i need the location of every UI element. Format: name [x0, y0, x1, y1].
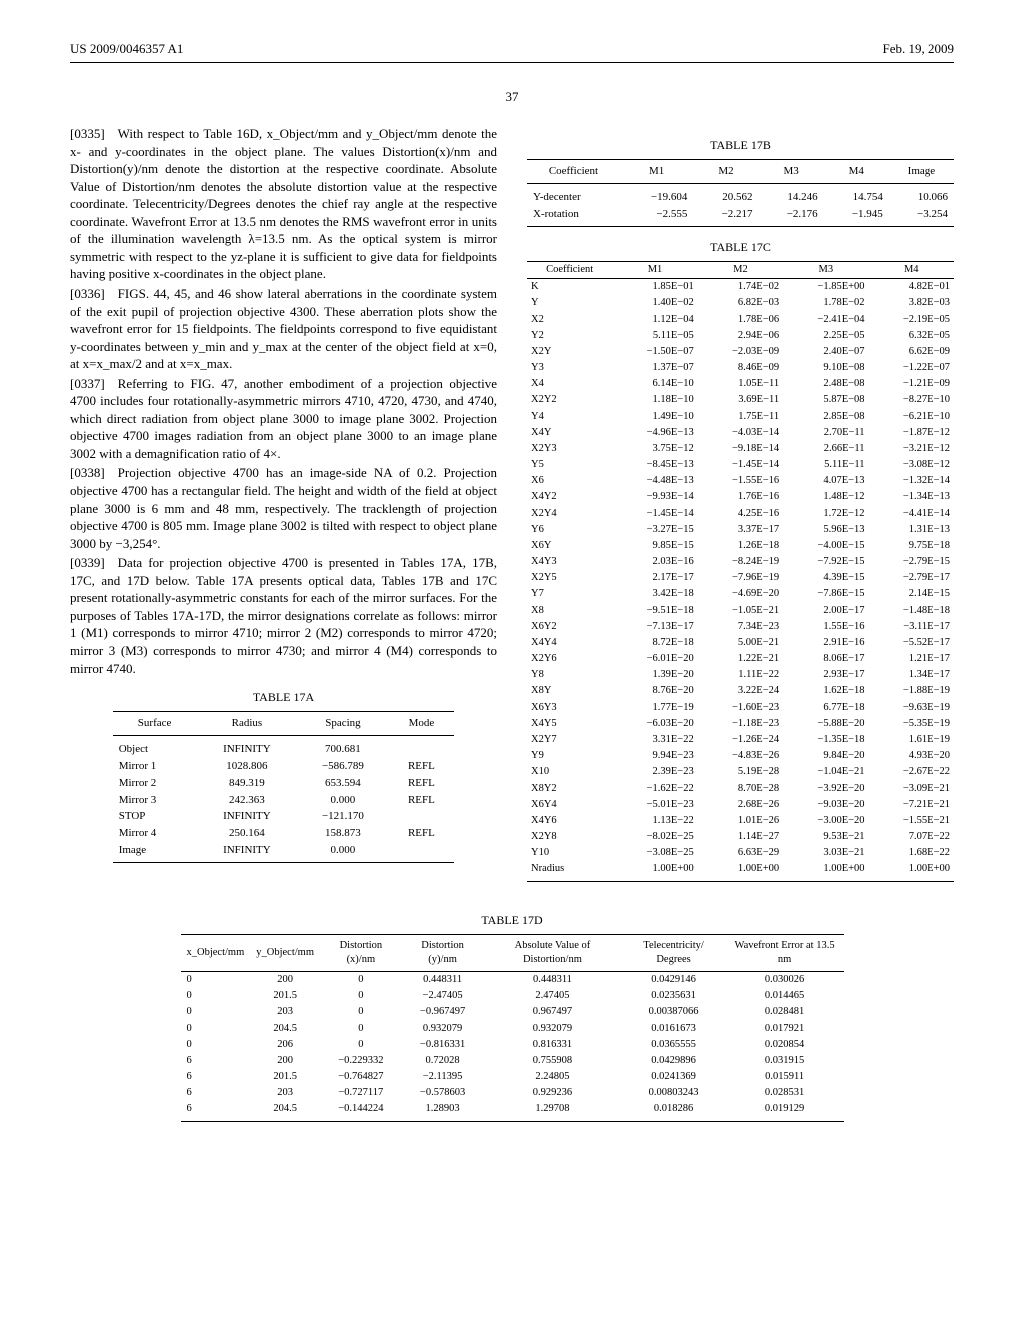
table-row: X4Y48.72E−185.00E−212.91E−16−5.52E−17	[527, 635, 954, 651]
paragraph-0336: [0336] FIGS. 44, 45, and 46 show lateral…	[70, 285, 497, 373]
table-header: y_Object/mm	[250, 934, 320, 971]
table-row: 6201.5−0.764827−2.113952.248050.02413690…	[181, 1069, 844, 1085]
table-row: X4Y−4.96E−13−4.03E−142.70E−11−1.87E−12	[527, 425, 954, 441]
table-row: 02030−0.9674970.9674970.003870660.028481	[181, 1004, 844, 1020]
table-17a-title: TABLE 17A	[70, 689, 497, 705]
table-header: Distortion (y)/nm	[402, 934, 484, 971]
table-row: X2Y8−8.02E−251.14E−279.53E−217.07E−22	[527, 829, 954, 845]
table-header: Coefficient	[527, 160, 620, 184]
table-row: X2Y73.31E−22−1.26E−24−1.35E−181.61E−19	[527, 732, 954, 748]
table-row: Y73.42E−18−4.69E−20−7.86E−152.14E−15	[527, 586, 954, 602]
table-row: 6203−0.727117−0.5786030.9292360.00803243…	[181, 1085, 844, 1101]
table-row: Mirror 11028.806−586.789REFL	[113, 758, 455, 775]
table-17d-title: TABLE 17D	[70, 912, 954, 928]
table-row: X8−9.51E−18−1.05E−212.00E−17−1.48E−18	[527, 603, 954, 619]
table-row: Y25.11E−052.94E−062.25E−056.32E−05	[527, 328, 954, 344]
table-row: X2Y4−1.45E−144.25E−161.72E−12−4.41E−14	[527, 506, 954, 522]
table-row: X46.14E−101.05E−112.48E−08−1.21E−09	[527, 376, 954, 392]
table-row: X2Y−1.50E−07−2.03E−092.40E−076.62E−09	[527, 344, 954, 360]
table-header: Spacing	[297, 712, 388, 736]
table-row: X4Y2−9.93E−141.76E−161.48E−12−1.34E−13	[527, 489, 954, 505]
page-number: 37	[70, 88, 954, 106]
table-row: Y5−8.45E−13−1.45E−145.11E−11−3.08E−12	[527, 457, 954, 473]
table-17b: CoefficientM1M2M3M4Image Y-decenter−19.6…	[527, 159, 954, 227]
table-header: M1	[612, 262, 697, 279]
table-header: M4	[824, 160, 889, 184]
paragraph-0337: [0337] Referring to FIG. 47, another emb…	[70, 375, 497, 463]
table-header: Absolute Value of Distortion/nm	[483, 934, 621, 971]
table-17a: SurfaceRadiusSpacingMode ObjectINFINITY7…	[113, 711, 455, 863]
table-header: Coefficient	[527, 262, 612, 279]
table-row: X2Y6−6.01E−201.22E−218.06E−171.21E−17	[527, 651, 954, 667]
table-row: X2Y33.75E−12−9.18E−142.66E−11−3.21E−12	[527, 441, 954, 457]
table-row: Y31.37E−078.46E−099.10E−08−1.22E−07	[527, 360, 954, 376]
table-row: X4Y5−6.03E−20−1.18E−23−5.88E−20−5.35E−19	[527, 716, 954, 732]
table-row: ObjectINFINITY700.681	[113, 736, 455, 758]
table-row: Mirror 2849.319653.594REFL	[113, 775, 455, 792]
table-row: X-rotation−2.555−2.217−2.176−1.945−3.254	[527, 206, 954, 226]
table-header: Radius	[196, 712, 297, 736]
publication-date: Feb. 19, 2009	[883, 40, 955, 58]
table-header: M4	[869, 262, 954, 279]
table-row: Mirror 4250.164158.873REFL	[113, 825, 455, 842]
table-row: 02060−0.8163310.8163310.03655550.020854	[181, 1037, 844, 1053]
table-row: X102.39E−235.19E−28−1.04E−21−2.67E−22	[527, 764, 954, 780]
table-row: X6Y31.77E−19−1.60E−236.77E−18−9.63E−19	[527, 700, 954, 716]
table-row: X21.12E−041.78E−06−2.41E−04−2.19E−05	[527, 312, 954, 328]
table-row: Y41.49E−101.75E−112.85E−08−6.21E−10	[527, 409, 954, 425]
table-row: Y-decenter−19.60420.56214.24614.75410.06…	[527, 184, 954, 206]
table-row: 6204.5−0.1442241.289031.297080.0182860.0…	[181, 1101, 844, 1121]
table-header: M1	[620, 160, 693, 184]
table-row: 6200−0.2293320.720280.7559080.04298960.0…	[181, 1053, 844, 1069]
table-row: X6Y2−7.13E−177.34E−231.55E−16−3.11E−17	[527, 619, 954, 635]
table-row: 0201.50−2.474052.474050.02356310.014465	[181, 988, 844, 1004]
table-row: Mirror 3242.3630.000REFL	[113, 792, 455, 809]
paragraph-0338: [0338] Projection objective 4700 has an …	[70, 464, 497, 552]
table-row: X8Y8.76E−203.22E−241.62E−18−1.88E−19	[527, 683, 954, 699]
table-header: Image	[889, 160, 954, 184]
table-row: STOPINFINITY−121.170	[113, 808, 455, 825]
table-row: X4Y32.03E−16−8.24E−19−7.92E−15−2.79E−15	[527, 554, 954, 570]
publication-number: US 2009/0046357 A1	[70, 40, 183, 58]
table-row: Y99.94E−23−4.83E−269.84E−204.93E−20	[527, 748, 954, 764]
table-row: Y10−3.08E−256.63E−293.03E−211.68E−22	[527, 845, 954, 861]
table-row: X4Y61.13E−221.01E−26−3.00E−20−1.55E−21	[527, 813, 954, 829]
table-row: 0204.500.9320790.9320790.01616730.017921	[181, 1021, 844, 1037]
table-header: Wavefront Error at 13.5 nm	[726, 934, 844, 971]
table-header: M3	[783, 262, 868, 279]
paragraph-0339: [0339] Data for projection objective 470…	[70, 554, 497, 677]
table-17c-title: TABLE 17C	[527, 239, 954, 255]
table-header: Telecentricity/ Degrees	[621, 934, 725, 971]
table-row: ImageINFINITY0.000	[113, 842, 455, 862]
table-header: x_Object/mm	[181, 934, 251, 971]
table-row: X6Y4−5.01E−232.68E−26−9.03E−20−7.21E−21	[527, 797, 954, 813]
table-row: 020000.4483110.4483110.04291460.030026	[181, 972, 844, 989]
table-row: X2Y52.17E−17−7.96E−194.39E−15−2.79E−17	[527, 570, 954, 586]
table-17d: x_Object/mmy_Object/mmDistortion (x)/nmD…	[181, 934, 844, 1122]
table-header: M2	[693, 160, 758, 184]
table-header: Distortion (x)/nm	[320, 934, 402, 971]
page-header: US 2009/0046357 A1 Feb. 19, 2009	[70, 40, 954, 63]
table-row: Nradius1.00E+001.00E+001.00E+001.00E+00	[527, 861, 954, 881]
table-header: Surface	[113, 712, 197, 736]
table-row: Y1.40E−026.82E−031.78E−023.82E−03	[527, 295, 954, 311]
table-row: X6−4.48E−13−1.55E−164.07E−13−1.32E−14	[527, 473, 954, 489]
table-header: M3	[759, 160, 824, 184]
table-17b-title: TABLE 17B	[527, 137, 954, 153]
table-17c: CoefficientM1M2M3M4 K1.85E−011.74E−02−1.…	[527, 261, 954, 882]
table-row: X8Y2−1.62E−228.70E−28−3.92E−20−3.09E−21	[527, 781, 954, 797]
paragraph-0335: [0335] With respect to Table 16D, x_Obje…	[70, 125, 497, 283]
table-row: K1.85E−011.74E−02−1.85E+004.82E−01	[527, 279, 954, 296]
table-row: Y81.39E−201.11E−222.93E−171.34E−17	[527, 667, 954, 683]
table-row: Y6−3.27E−153.37E−175.96E−131.31E−13	[527, 522, 954, 538]
table-row: X6Y9.85E−151.26E−18−4.00E−159.75E−18	[527, 538, 954, 554]
table-row: X2Y21.18E−103.69E−115.87E−08−8.27E−10	[527, 392, 954, 408]
table-header: M2	[698, 262, 783, 279]
table-header: Mode	[389, 712, 455, 736]
